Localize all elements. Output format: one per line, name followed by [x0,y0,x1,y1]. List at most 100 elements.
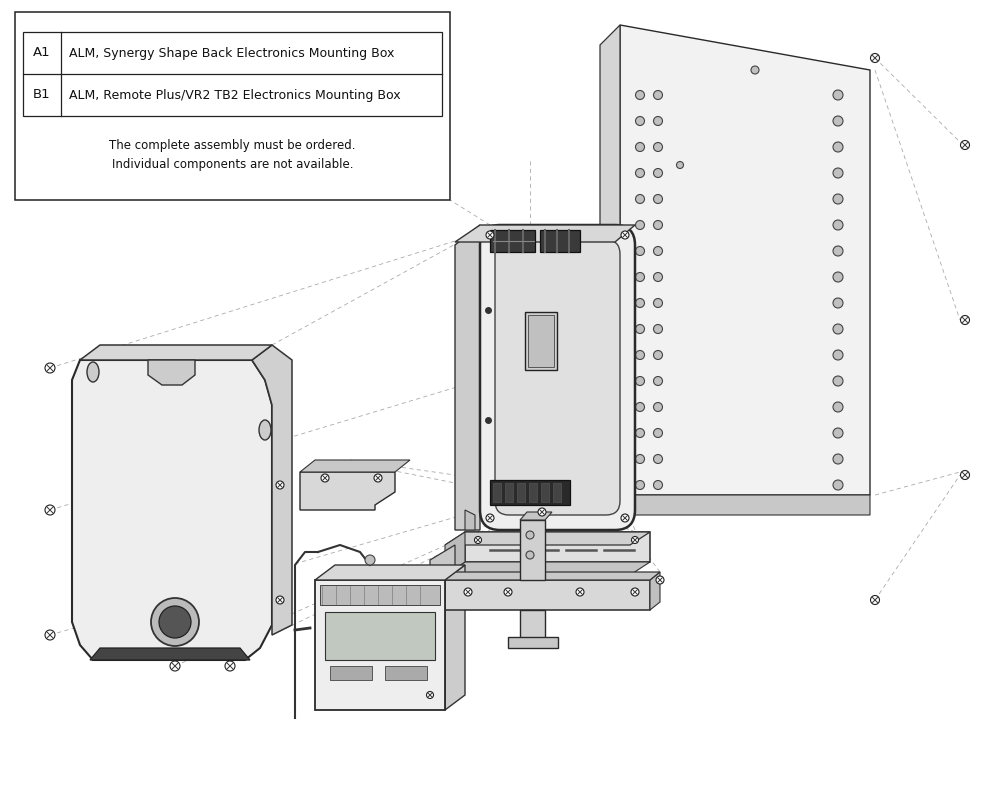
Circle shape [960,315,970,325]
Polygon shape [300,460,410,472]
Polygon shape [508,637,558,648]
Circle shape [636,221,644,230]
Ellipse shape [87,362,99,382]
Circle shape [636,402,644,411]
FancyBboxPatch shape [495,240,620,515]
Circle shape [833,480,843,490]
Circle shape [276,481,284,489]
Circle shape [365,555,375,565]
Polygon shape [80,345,272,360]
Text: ALM, Synergy Shape Back Electronics Mounting Box: ALM, Synergy Shape Back Electronics Moun… [69,46,394,59]
Text: A1: A1 [33,46,51,59]
Circle shape [833,90,843,100]
Polygon shape [148,360,195,385]
Circle shape [632,537,639,543]
Polygon shape [90,648,250,660]
Circle shape [636,429,644,438]
Circle shape [833,454,843,464]
Circle shape [654,402,662,411]
Bar [517,483,525,502]
Circle shape [170,661,180,671]
Bar [493,483,501,502]
Polygon shape [520,512,552,520]
Circle shape [276,596,284,604]
Bar [320,585,440,605]
Ellipse shape [259,420,271,440]
Circle shape [654,429,662,438]
Circle shape [151,598,199,646]
Bar [528,315,554,367]
Bar [505,483,513,502]
Polygon shape [445,572,660,580]
Circle shape [636,246,644,255]
Polygon shape [430,545,455,590]
Circle shape [45,505,55,515]
Polygon shape [650,572,660,610]
Polygon shape [300,472,395,510]
Circle shape [504,588,512,596]
Circle shape [654,454,662,463]
Polygon shape [620,25,870,495]
Circle shape [654,377,662,386]
Circle shape [486,514,494,522]
Bar [490,480,570,505]
Polygon shape [600,495,870,515]
Circle shape [426,691,434,698]
Bar [385,666,427,680]
Circle shape [374,474,382,482]
Polygon shape [72,360,272,660]
Bar [330,666,372,680]
Circle shape [676,162,684,169]
Circle shape [833,402,843,412]
Circle shape [636,90,644,99]
Circle shape [833,376,843,386]
Bar [23,32,442,116]
Circle shape [833,116,843,126]
Circle shape [833,220,843,230]
Circle shape [636,117,644,126]
Circle shape [636,194,644,203]
Circle shape [576,588,584,596]
Circle shape [654,221,662,230]
Bar [325,612,435,660]
Circle shape [45,630,55,640]
Circle shape [636,273,644,282]
Polygon shape [445,532,650,545]
Polygon shape [465,510,475,530]
Circle shape [654,90,662,99]
Polygon shape [315,580,445,710]
Text: The complete assembly must be ordered.
Individual components are not available.: The complete assembly must be ordered. I… [109,139,356,171]
Circle shape [833,350,843,360]
Circle shape [833,168,843,178]
Circle shape [45,363,55,373]
Circle shape [636,454,644,463]
Polygon shape [445,562,650,575]
Circle shape [960,141,970,150]
Circle shape [654,273,662,282]
Circle shape [464,588,472,596]
FancyBboxPatch shape [480,225,635,530]
Polygon shape [455,225,480,530]
Circle shape [486,231,494,239]
Circle shape [526,551,534,559]
Circle shape [654,117,662,126]
Circle shape [654,246,662,255]
Circle shape [321,474,329,482]
Bar [525,312,557,370]
Circle shape [654,325,662,334]
Circle shape [833,324,843,334]
Circle shape [960,470,970,479]
Circle shape [833,246,843,256]
Polygon shape [520,610,545,645]
Bar [541,483,549,502]
Circle shape [870,54,880,62]
Polygon shape [315,565,465,580]
Circle shape [636,350,644,359]
Circle shape [654,350,662,359]
Circle shape [526,531,534,539]
Circle shape [656,576,664,584]
Polygon shape [465,532,650,562]
Circle shape [636,377,644,386]
Circle shape [833,272,843,282]
Bar [553,483,561,502]
